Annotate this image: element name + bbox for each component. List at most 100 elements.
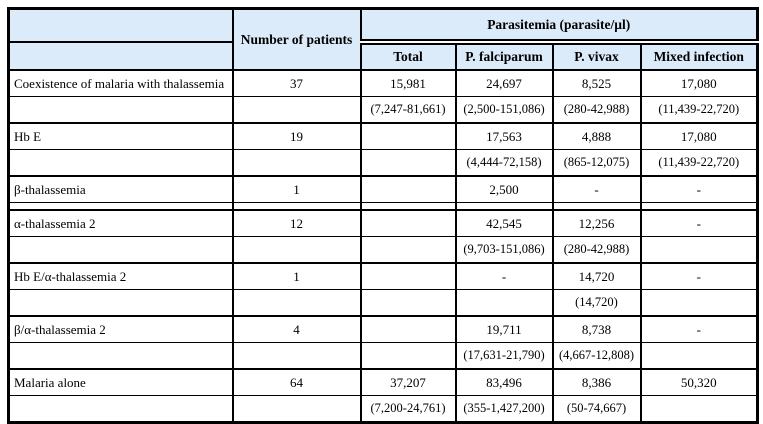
table-row: (7,200-24,761) (355-1,427,200) (50-74,667)	[7, 395, 759, 423]
col-header-mixed-infection: Mixed infection	[639, 41, 759, 71]
empty-header-cell-top	[7, 8, 234, 43]
table-body: Coexistence of malaria with thalassemia 3…	[7, 69, 759, 423]
cell-patients: 64	[231, 368, 362, 396]
cell-label: β-thalassemia	[7, 175, 234, 203]
cell-total: 37,207	[359, 368, 457, 396]
cell-mixed	[639, 342, 759, 370]
col-header-number-of-patients: Number of patients	[231, 8, 362, 71]
cell-label	[7, 96, 234, 124]
cell-vivax: 8,386	[551, 368, 642, 396]
table-row: (4,444-72,158) (865-12,075) (11,439-22,720…	[7, 149, 759, 177]
cell-label	[7, 342, 234, 370]
cell-mixed: -	[639, 209, 759, 237]
cell-mixed: 17,080	[639, 69, 759, 97]
cell-patients: 19	[231, 122, 362, 150]
cell-patients: 37	[231, 69, 362, 97]
cell-patients	[231, 342, 362, 370]
cell-label: Hb E/α-thalassemia 2	[7, 262, 234, 290]
cell-mixed: -	[639, 175, 759, 203]
cell-vivax: (280-42,988)	[551, 96, 642, 124]
cell-falciparum: 2,500	[454, 175, 554, 203]
cell-total	[359, 209, 457, 237]
cell-mixed: -	[639, 315, 759, 343]
cell-total	[359, 315, 457, 343]
cell-patients	[231, 149, 362, 177]
parasitemia-table: Number of patients Parasitemia (parasite…	[7, 7, 759, 424]
cell-falciparum: (9,703-151,086)	[454, 236, 554, 264]
cell-mixed: 17,080	[639, 122, 759, 150]
cell-patients	[231, 96, 362, 124]
cell-total	[359, 236, 457, 264]
cell-patients	[231, 395, 362, 423]
table-row: Hb E/α-thalassemia 2 1 -14,720-	[7, 262, 759, 290]
table-row: β-thalassemia 1 2,500- -	[7, 175, 759, 203]
cell-falciparum	[454, 289, 554, 317]
cell-mixed: (11,439-22,720)	[639, 149, 759, 177]
table-row: (17,631-21,790) (4,667-12,808)	[7, 342, 759, 370]
empty-header-cell-sub	[7, 41, 234, 71]
cell-vivax: 12,256	[551, 209, 642, 237]
cell-falciparum: 24,697	[454, 69, 554, 97]
cell-vivax: (280-42,988)	[551, 236, 642, 264]
cell-total	[359, 262, 457, 290]
col-header-p-falciparum: P. falciparum	[454, 41, 554, 71]
cell-mixed: 50,320	[639, 368, 759, 396]
cell-total	[359, 149, 457, 177]
table-row: (14,720)	[7, 289, 759, 317]
cell-mixed	[639, 202, 759, 211]
table-header: Number of patients Parasitemia (parasite…	[7, 8, 759, 71]
cell-falciparum: (355-1,427,200)	[454, 395, 554, 423]
cell-mixed	[639, 289, 759, 317]
col-header-total: Total	[359, 41, 457, 71]
cell-vivax: 14,720	[551, 262, 642, 290]
cell-vivax: (4,667-12,808)	[551, 342, 642, 370]
cell-label: Malaria alone	[7, 368, 234, 396]
cell-patients	[231, 289, 362, 317]
cell-total	[359, 289, 457, 317]
cell-label	[7, 289, 234, 317]
cell-mixed: -	[639, 262, 759, 290]
cell-vivax: 8,738	[551, 315, 642, 343]
header-row-top: Number of patients Parasitemia (parasite…	[7, 8, 759, 71]
cell-mixed	[639, 236, 759, 264]
cell-vivax: -	[551, 175, 642, 203]
cell-falciparum	[454, 202, 554, 211]
cell-falciparum: 42,545	[454, 209, 554, 237]
cell-falciparum: 17,563	[454, 122, 554, 150]
cell-mixed	[639, 395, 759, 423]
cell-total	[359, 175, 457, 203]
cell-label: Coexistence of malaria with thalassemia	[7, 69, 234, 97]
cell-label	[7, 236, 234, 264]
cell-total	[359, 122, 457, 150]
cell-mixed: (11,439-22,720)	[639, 96, 759, 124]
table-row: β/α-thalassemia 2 4 19,711 8,738-	[7, 315, 759, 343]
cell-total	[359, 342, 457, 370]
cell-vivax: (865-12,075)	[551, 149, 642, 177]
header-row-sub: Total P. falciparum P. vivax Mixed infec…	[7, 41, 759, 71]
cell-patients	[231, 202, 362, 211]
table-row	[7, 202, 759, 211]
cell-label: β/α-thalassemia 2	[7, 315, 234, 343]
table-row: (7,247-81,661) (2,500-151,086) (280-42,988…	[7, 96, 759, 124]
table-row: (9,703-151,086) (280-42,988)	[7, 236, 759, 264]
cell-falciparum: (4,444-72,158)	[454, 149, 554, 177]
cell-patients: 4	[231, 315, 362, 343]
cell-falciparum: (2,500-151,086)	[454, 96, 554, 124]
cell-patients: 1	[231, 175, 362, 203]
cell-label	[7, 395, 234, 423]
cell-vivax: 8,525	[551, 69, 642, 97]
table-row: α-thalassemia 2 12 42,545 12,256-	[7, 209, 759, 237]
cell-total: (7,247-81,661)	[359, 96, 457, 124]
col-header-parasitemia-group: Parasitemia (parasite/µl)	[359, 8, 759, 45]
cell-vivax: (50-74,667)	[551, 395, 642, 423]
col-header-p-vivax: P. vivax	[551, 41, 642, 71]
cell-vivax	[551, 202, 642, 211]
table-row: Malaria alone 64 37,207 83,496 8,386 50,320	[7, 368, 759, 396]
cell-label: α-thalassemia 2	[7, 209, 234, 237]
table-row: Hb E 19 17,563 4,888 17,080	[7, 122, 759, 150]
cell-falciparum: (17,631-21,790)	[454, 342, 554, 370]
cell-label: Hb E	[7, 122, 234, 150]
cell-falciparum: 83,496	[454, 368, 554, 396]
cell-falciparum: -	[454, 262, 554, 290]
